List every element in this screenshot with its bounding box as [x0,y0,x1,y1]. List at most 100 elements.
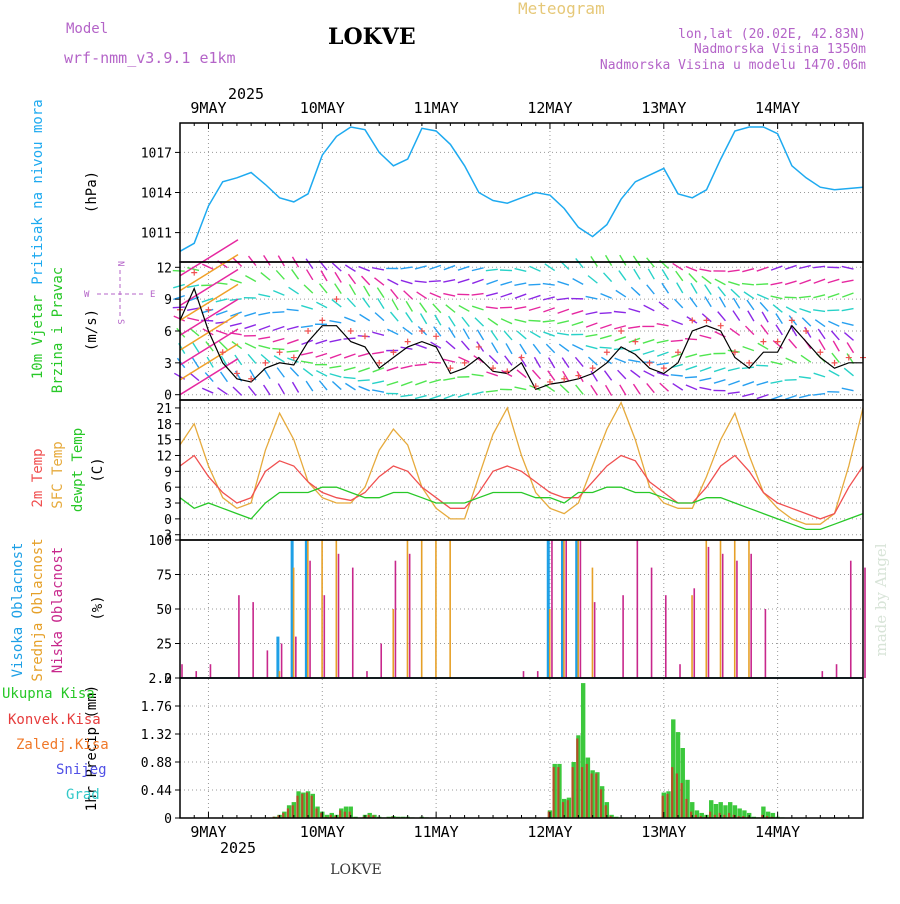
precip-legend-frz: Zaledj.Kisa [16,737,109,753]
cloud-bar [293,568,295,678]
temp-2m-label: 2m Temp [30,448,46,507]
wind-arrow [633,384,640,394]
cloud-bar [822,671,824,678]
model-label: Model [66,21,108,37]
cloud-tick-label: 50 [156,603,172,618]
wind-arrow [620,385,626,395]
wind-arrow [615,358,626,362]
wind-arrow [329,321,341,323]
wind-arrow [520,344,526,354]
wind-arrow [272,349,284,350]
wind-arrow [180,359,238,395]
cloud-bar [691,595,693,678]
wind-arrow [686,385,697,390]
wind-arrow [264,385,271,395]
wind-arrow [762,312,768,322]
wind-arrow [387,329,398,334]
wind-arrow [728,368,740,371]
wind-arrow [586,312,598,314]
wind-arrow [543,308,554,312]
wind-arrow [429,281,441,282]
wind-arrow [586,323,597,327]
wind-arrow [287,340,298,344]
wind-arrow [287,351,299,352]
wind-arrow [472,294,484,296]
wind-arrow [828,294,839,298]
cloud-bar [336,540,338,678]
wind-arrow [472,306,483,310]
cloud-bar [279,671,281,678]
cloud-bar [435,540,437,678]
wind-arrow [472,392,484,395]
wind-arrow [401,395,413,397]
wind-arrow [301,352,313,355]
precip-conv-bar [287,808,289,818]
wind-gust-mark [405,339,411,345]
wind-arrow [842,309,854,311]
cloud-bar [323,595,325,678]
wind-arrow [634,269,640,279]
data-layer [173,127,866,818]
cloud-bar [850,561,852,678]
cloud-bar [750,554,752,678]
wind-arrow [486,307,498,309]
wind-arrow [604,273,612,282]
wind-arrow [458,393,469,397]
wind-arrow [180,284,238,320]
wind-gust-mark [832,360,838,366]
day-label-top: 9MAY [190,99,226,117]
wind-gust-mark [590,365,596,371]
wind-gust-mark [305,328,311,334]
precip-conv-bar [681,783,683,818]
wind-arrow [557,298,569,300]
wind-arrow [699,378,711,380]
wind-arrow [731,289,740,297]
wind-tick-label: 9 [164,293,172,308]
wind-arrow [847,343,853,353]
wind-arrow [662,283,669,293]
cloud-bar [705,540,707,678]
wind-arrow [676,271,683,281]
cloud-bar [651,568,653,678]
cloud-bar [622,595,624,678]
wind-arrow [344,377,356,378]
wind-arrow [488,318,498,325]
wind-gust-mark [348,328,354,334]
temp-tick-label: 6 [164,481,172,496]
precip-conv-bar [685,799,687,818]
wind-arrow [233,387,242,395]
wind-arrow [756,365,768,366]
wind-arrow [557,281,568,285]
wind-arrow [264,255,270,265]
wind-arrow [444,266,455,270]
wind-label-1: 10m Vjetar [30,295,46,379]
wind-arrow [472,279,483,283]
temp-tick-label: 3 [164,497,172,512]
day-label-bottom: 11MAY [414,823,459,841]
wind-arrow [443,378,455,380]
wind-arrow [591,385,598,395]
wind-arrow [349,284,355,294]
day-label-top: 10MAY [300,99,345,117]
wind-arrow [344,317,355,321]
wind-arrow [842,280,854,282]
wind-arrow [387,367,398,371]
wind-arrow [173,271,185,272]
wind-arrow [429,380,441,383]
wind-arrow [392,300,398,310]
wind-gust-mark [647,360,653,366]
wind-arrow [358,353,370,356]
wind-arrow [673,384,683,391]
precip-legend-total: Ukupna Kisa [2,686,95,702]
cloud-bar [338,554,340,678]
wind-gust-mark [433,333,439,339]
wind-arrow [785,281,796,284]
wind-arrow [316,353,327,357]
cloud-bar [307,540,309,678]
wind-arrow [631,287,640,295]
wind-arrow [180,299,238,335]
wind-arrow [718,312,726,321]
wind-arrow [534,357,540,367]
wind-arrow [501,282,513,285]
temp-2m-line [180,456,863,519]
